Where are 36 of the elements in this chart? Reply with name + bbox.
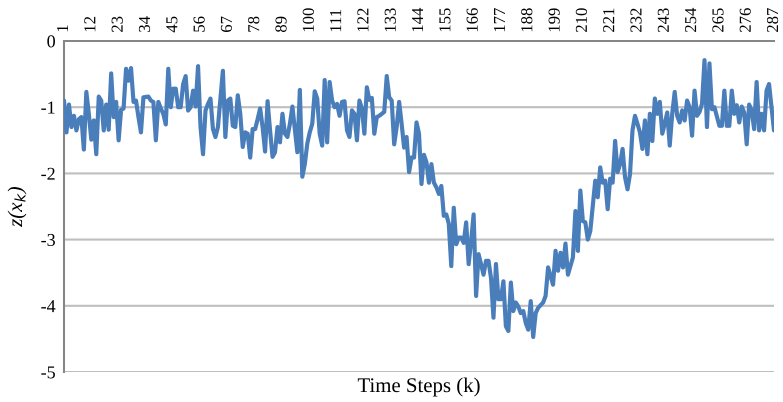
x-tick-label: 12 [84, 16, 96, 32]
y-tick-label: 0 [47, 35, 55, 48]
line-series [64, 58, 774, 339]
x-tick-label: 166 [466, 8, 478, 32]
y-tick-label: -5 [41, 366, 55, 378]
x-tick-label: 45 [166, 16, 178, 32]
x-tick-label: 67 [220, 16, 232, 32]
x-tick-label: 199 [548, 8, 560, 32]
x-tick-label: 287 [766, 8, 778, 32]
x-tick-label: 243 [658, 8, 669, 32]
x-tick-label: 265 [712, 8, 724, 32]
x-tick-label: 111 [330, 10, 342, 32]
x-tick-label: 177 [494, 8, 505, 32]
x-tick-label: 144 [412, 8, 424, 32]
y-tick-label: -4 [41, 300, 56, 312]
x-tick-label: 78 [248, 16, 260, 32]
x-tick-label: 100 [302, 8, 314, 32]
x-tick-label: 210 [576, 8, 588, 32]
x-tick-label: 254 [685, 8, 696, 32]
y-axis-title: z(x$_{k}$) [8, 187, 26, 228]
x-tick-label: 122 [357, 8, 368, 32]
x-tick-label: 23 [112, 16, 123, 32]
x-tick-label: 89 [275, 16, 287, 32]
y-tick-label: -3 [41, 234, 55, 246]
x-tick-label: 276 [740, 8, 751, 32]
x-tick-label: 155 [439, 8, 450, 32]
x-tick-label: 1 [57, 25, 68, 32]
x-tick-label: 133 [384, 8, 396, 32]
x-axis-title: Time Steps (k) [358, 378, 480, 396]
x-tick-label: 188 [521, 8, 532, 32]
x-tick-label: 221 [603, 8, 614, 32]
x-tick-label: 232 [630, 8, 642, 32]
x-tick-label: 56 [194, 16, 205, 32]
y-tick-label: -2 [41, 168, 55, 180]
x-tick-label: 34 [138, 16, 150, 32]
y-tick-label: -1 [41, 102, 55, 114]
